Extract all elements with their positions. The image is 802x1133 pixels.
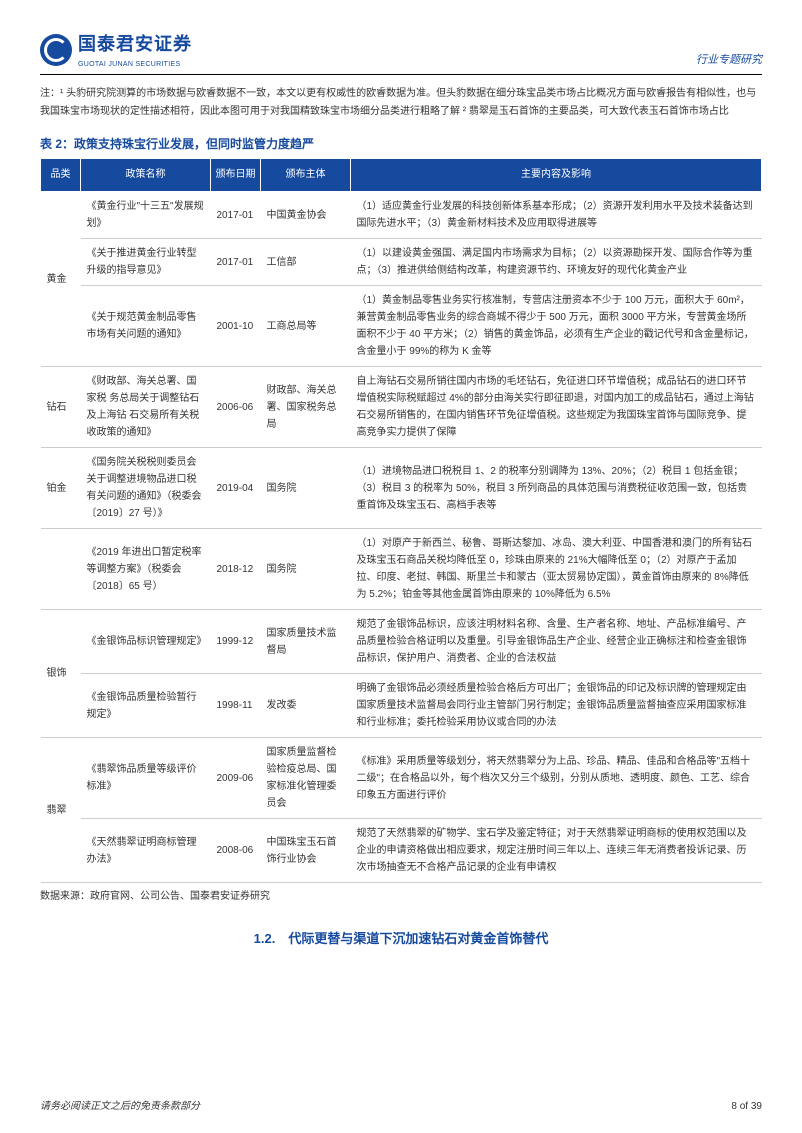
logo-icon [40, 34, 72, 66]
cell-policy: 《黄金行业"十三五"发展规划》 [81, 192, 211, 239]
page-footer: 请务必阅读正文之后的免责条款部分 8 of 39 [40, 1099, 762, 1115]
header-category: 行业专题研究 [696, 52, 762, 70]
table-header: 品类政策名称颁布日期颁布主体主要内容及影响 [41, 159, 762, 192]
cell-date: 2017-01 [211, 239, 261, 286]
cell-category [41, 529, 81, 610]
cell-content: 自上海钻石交易所销往国内市场的毛坯钻石，免征进口环节增值税；成品钻石的进口环节增… [351, 367, 762, 448]
cell-content: （1）进境物品进口税税目 1、2 的税率分别调降为 13%、20%；（2）税目 … [351, 448, 762, 529]
cell-content: 规范了天然翡翠的矿物学、宝石学及鉴定特征；对于天然翡翠证明商标的使用权范围以及企… [351, 819, 762, 883]
logo-cn: 国泰君安证券 [78, 30, 192, 59]
col-header: 颁布日期 [211, 159, 261, 192]
cell-date: 2019-04 [211, 448, 261, 529]
cell-body: 国务院 [261, 448, 351, 529]
logo-text: 国泰君安证券 GUOTAI JUNAN SECURITIES [78, 30, 192, 70]
table-row: 《2019 年进出口暂定税率等调整方案》（税委会〔2018〕65 号）2018-… [41, 529, 762, 610]
table-row: 《金银饰品质量检验暂行规定》1998-11发改委明确了金银饰品必须经质量检验合格… [41, 674, 762, 738]
col-header: 品类 [41, 159, 81, 192]
cell-policy: 《金银饰品标识管理规定》 [81, 610, 211, 674]
data-source: 数据来源：政府官网、公司公告、国泰君安证券研究 [40, 889, 762, 905]
table-row: 《关于规范黄金制品零售市场有关问题的通知》2001-10工商总局等（1）黄金制品… [41, 286, 762, 367]
cell-content: 《标准》采用质量等级划分，将天然翡翠分为上品、珍品、精品、佳品和合格品等"五档十… [351, 738, 762, 819]
page-header: 国泰君安证券 GUOTAI JUNAN SECURITIES 行业专题研究 [40, 30, 762, 75]
cell-content: （1）适应黄金行业发展的科技创新体系基本形成；（2）资源开发利用水平及技术装备达… [351, 192, 762, 239]
cell-date: 2018-12 [211, 529, 261, 610]
cell-body: 中国黄金协会 [261, 192, 351, 239]
cell-content: （1）黄金制品零售业务实行核准制，专营店注册资本不少于 100 万元，面积大于 … [351, 286, 762, 367]
cell-content: （1）以建设黄金强国、满足国内市场需求为目标；（2）以资源勘探开发、国际合作等为… [351, 239, 762, 286]
logo: 国泰君安证券 GUOTAI JUNAN SECURITIES [40, 30, 192, 70]
cell-body: 工商总局等 [261, 286, 351, 367]
table-row: 《关于推进黄金行业转型升级的指导意见》2017-01工信部（1）以建设黄金强国、… [41, 239, 762, 286]
cell-date: 1998-11 [211, 674, 261, 738]
cell-date: 2006-06 [211, 367, 261, 448]
footer-disclaimer: 请务必阅读正文之后的免责条款部分 [40, 1099, 200, 1115]
cell-content: （1）对原产于新西兰、秘鲁、哥斯达黎加、冰岛、澳大利亚、中国香港和澳门的所有钻石… [351, 529, 762, 610]
note-text: 注：¹ 头豹研究院测算的市场数据与欧睿数据不一致，本文以更有权威性的欧睿数据为准… [40, 85, 762, 121]
cell-body: 工信部 [261, 239, 351, 286]
cell-body: 财政部、海关总署、国家税务总局 [261, 367, 351, 448]
cell-policy: 《关于规范黄金制品零售市场有关问题的通知》 [81, 286, 211, 367]
cell-date: 2009-06 [211, 738, 261, 819]
cell-policy: 《翡翠饰品质量等级评价标准》 [81, 738, 211, 819]
cell-body: 国家质量技术监督局 [261, 610, 351, 674]
table-row: 《天然翡翠证明商标管理办法》2008-06中国珠宝玉石首饰行业协会规范了天然翡翠… [41, 819, 762, 883]
cell-policy: 《关于推进黄金行业转型升级的指导意见》 [81, 239, 211, 286]
cell-policy: 《2019 年进出口暂定税率等调整方案》（税委会〔2018〕65 号） [81, 529, 211, 610]
page-number: 8 of 39 [731, 1099, 762, 1115]
cell-date: 2001-10 [211, 286, 261, 367]
cell-body: 中国珠宝玉石首饰行业协会 [261, 819, 351, 883]
cell-category: 钻石 [41, 367, 81, 448]
logo-en: GUOTAI JUNAN SECURITIES [78, 59, 192, 70]
col-header: 政策名称 [81, 159, 211, 192]
cell-policy: 《金银饰品质量检验暂行规定》 [81, 674, 211, 738]
col-header: 颁布主体 [261, 159, 351, 192]
cell-date: 1999-12 [211, 610, 261, 674]
table-row: 银饰《金银饰品标识管理规定》1999-12国家质量技术监督局规范了金银饰品标识，… [41, 610, 762, 674]
cell-body: 国务院 [261, 529, 351, 610]
cell-category: 翡翠 [41, 738, 81, 883]
cell-category: 黄金 [41, 192, 81, 367]
cell-category: 铂金 [41, 448, 81, 529]
table-row: 钻石《财政部、海关总署、国家税 务总局关于调整钻石及上海钻 石交易所有关税收政策… [41, 367, 762, 448]
table-row: 黄金《黄金行业"十三五"发展规划》2017-01中国黄金协会（1）适应黄金行业发… [41, 192, 762, 239]
cell-policy: 《财政部、海关总署、国家税 务总局关于调整钻石及上海钻 石交易所有关税收政策的通… [81, 367, 211, 448]
cell-date: 2017-01 [211, 192, 261, 239]
policy-table: 品类政策名称颁布日期颁布主体主要内容及影响 黄金《黄金行业"十三五"发展规划》2… [40, 158, 762, 883]
cell-policy: 《天然翡翠证明商标管理办法》 [81, 819, 211, 883]
cell-date: 2008-06 [211, 819, 261, 883]
cell-body: 发改委 [261, 674, 351, 738]
table-body: 黄金《黄金行业"十三五"发展规划》2017-01中国黄金协会（1）适应黄金行业发… [41, 192, 762, 883]
cell-content: 规范了金银饰品标识，应该注明材料名称、含量、生产者名称、地址、产品标准编号、产品… [351, 610, 762, 674]
table-row: 铂金《国务院关税税则委员会关于调整进境物品进口税有关问题的通知》（税委会〔201… [41, 448, 762, 529]
cell-body: 国家质量监督检验检疫总局、国家标准化管理委员会 [261, 738, 351, 819]
col-header: 主要内容及影响 [351, 159, 762, 192]
cell-policy: 《国务院关税税则委员会关于调整进境物品进口税有关问题的通知》（税委会〔2019〕… [81, 448, 211, 529]
cell-content: 明确了金银饰品必须经质量检验合格后方可出厂；金银饰品的印记及标识牌的管理规定由国… [351, 674, 762, 738]
section-title: 1.2. 代际更替与渠道下沉加速钻石对黄金首饰替代 [40, 929, 762, 950]
cell-category: 银饰 [41, 610, 81, 738]
table-title: 表 2：政策支持珠宝行业发展，但同时监管力度趋严 [40, 135, 762, 154]
table-row: 翡翠《翡翠饰品质量等级评价标准》2009-06国家质量监督检验检疫总局、国家标准… [41, 738, 762, 819]
